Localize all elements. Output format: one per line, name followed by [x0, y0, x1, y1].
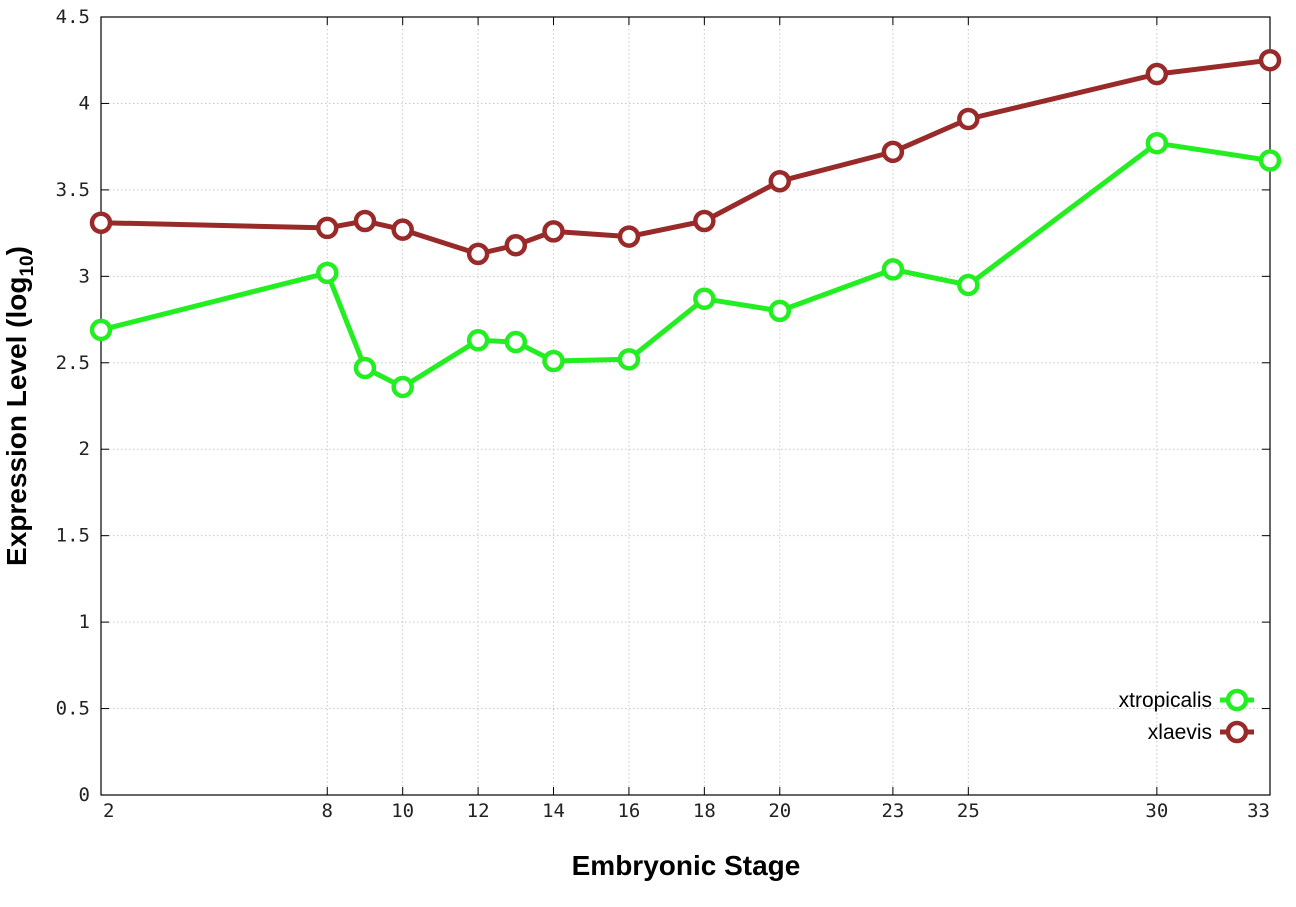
y-axis: 0 0.5 1 1.5 2 2.5 3 3.5 4 4.5: [56, 6, 1270, 806]
series-xtropicalis: [89, 131, 1282, 399]
data-point-xtropicalis: [316, 261, 339, 285]
data-point-xlaevis: [316, 216, 339, 240]
data-point-xlaevis: [89, 211, 113, 234]
data-point-xtropicalis: [353, 356, 377, 380]
data-point-xtropicalis: [693, 287, 716, 311]
legend-item-xtropicalis: xtropicalis: [1119, 688, 1254, 712]
y-tick-label: 0.5: [56, 698, 90, 720]
plot-frame: [100, 16, 1271, 796]
series-layer: [89, 48, 1282, 399]
y-tick-label: 4: [79, 92, 90, 114]
y-tick-label: 1: [79, 611, 90, 633]
data-point-xtropicalis: [1145, 131, 1169, 155]
x-tick-label: 20: [768, 800, 791, 822]
data-point-xlaevis: [1258, 48, 1282, 72]
legend-label: xtropicalis: [1119, 689, 1212, 712]
data-point-xlaevis: [768, 169, 792, 193]
data-point-xlaevis: [353, 209, 377, 233]
x-tick-label: 10: [391, 800, 414, 822]
legend-marker-swatch: [1225, 688, 1249, 712]
y-tick-label: 2: [79, 438, 90, 460]
data-point-xtropicalis: [617, 348, 641, 371]
legend-item-xlaevis: xlaevis: [1148, 720, 1254, 744]
data-point-xlaevis: [957, 107, 980, 131]
y-axis-title-subscript: 10: [17, 255, 38, 276]
x-tick-label: 8: [322, 800, 333, 822]
x-tick-label: 2: [103, 800, 114, 822]
y-tick-label: 1.5: [56, 525, 90, 547]
x-tick-label: 25: [957, 800, 980, 822]
legend: xtropicalis xlaevis: [1119, 688, 1254, 744]
data-point-xtropicalis: [768, 299, 792, 323]
y-axis-title-close: ): [1, 246, 32, 255]
y-axis-title-main: Expression Level (log: [1, 277, 32, 566]
series-line-xlaevis: [100, 57, 1271, 257]
data-point-xlaevis: [693, 209, 716, 233]
series-xlaevis: [89, 48, 1282, 266]
x-axis-title: Embryonic Stage: [572, 850, 801, 881]
data-point-xtropicalis: [89, 318, 113, 342]
y-tick-label: 3.5: [56, 179, 90, 201]
y-axis-title: Expression Level (log10): [1, 246, 38, 566]
y-tick-label: 2.5: [56, 352, 90, 374]
x-tick-label: 18: [693, 800, 716, 822]
x-tick-label: 16: [617, 800, 640, 822]
x-tick-label: 12: [467, 800, 490, 822]
x-tick-label: 30: [1145, 800, 1168, 822]
data-point-xtropicalis: [504, 330, 528, 354]
data-point-xlaevis: [1145, 62, 1169, 86]
x-tick-label: 14: [542, 800, 565, 822]
data-point-xtropicalis: [881, 258, 905, 281]
x-tick-label: 33: [1247, 800, 1270, 822]
data-point-xlaevis: [391, 218, 414, 241]
x-axis: 2 8 10 12 14 16 18 20 23 25 30 33: [100, 17, 1271, 822]
y-tick-label: 3: [79, 265, 90, 287]
legend-label: xlaevis: [1148, 721, 1212, 744]
data-point-xlaevis: [881, 140, 905, 164]
data-point-xlaevis: [617, 225, 641, 248]
y-tick-label: 0: [79, 784, 90, 806]
data-point-xlaevis: [466, 242, 490, 266]
data-point-xtropicalis: [466, 329, 490, 352]
data-point-xtropicalis: [542, 349, 565, 373]
grid-lines: [101, 17, 1270, 795]
data-point-xtropicalis: [391, 375, 414, 399]
data-point-xlaevis: [542, 220, 565, 243]
data-point-xlaevis: [504, 233, 528, 257]
data-point-xtropicalis: [957, 273, 980, 297]
data-point-xtropicalis: [1258, 149, 1282, 172]
y-tick-label: 4.5: [56, 6, 90, 28]
x-tick-label: 23: [881, 800, 904, 822]
legend-marker-swatch: [1225, 720, 1249, 744]
series-line-xtropicalis: [100, 140, 1271, 390]
